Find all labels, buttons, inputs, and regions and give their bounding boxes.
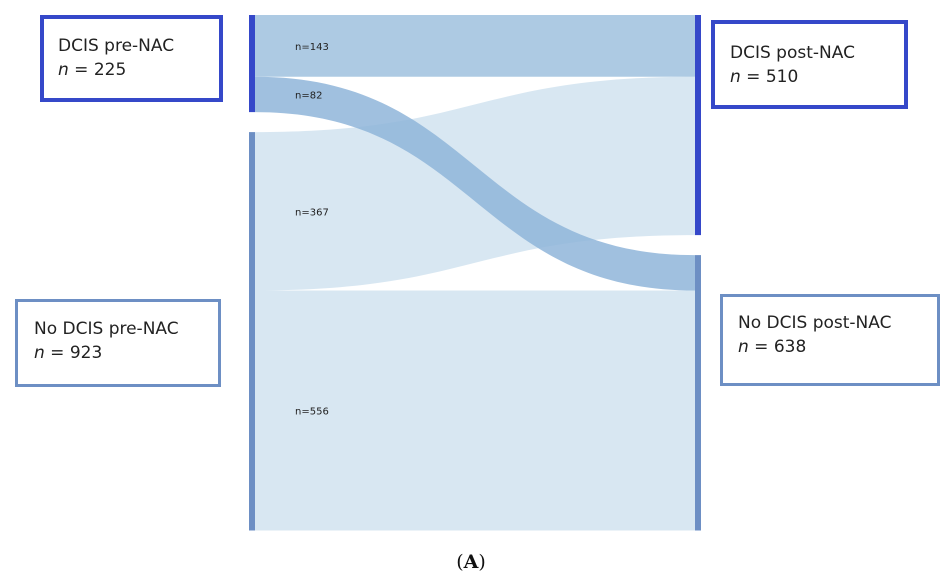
flow-label-n-367: n=367: [295, 207, 329, 218]
node-bars: [249, 15, 701, 531]
flow-label-n-143: n=143: [295, 42, 329, 53]
caption-letter: A: [463, 551, 479, 573]
no-dcis-pre-nac-box: No DCIS pre-NAC n = 923: [15, 299, 221, 387]
dcis-pre-nac-bar: [249, 15, 255, 113]
dcis-pre-nac-count: n = 225: [58, 60, 127, 80]
no-dcis-pre-nac-count: n = 923: [34, 343, 103, 363]
no-dcis-post-nac-count: n = 638: [738, 337, 807, 357]
no-dcis-post-nac-bar: [695, 255, 701, 531]
flow-label-n-82: n=82: [295, 90, 322, 101]
figure-caption: (A): [456, 551, 486, 573]
flow-bands: [255, 15, 695, 531]
no-dcis-pre-nac-bar: [249, 132, 255, 531]
flow-band-n-556: [255, 290, 695, 531]
dcis-pre-nac-box: DCIS pre-NAC n = 225: [40, 15, 223, 102]
dcis-post-nac-title: DCIS post-NAC: [730, 43, 855, 63]
dcis-post-nac-count: n = 510: [730, 67, 799, 87]
dcis-post-nac-box: DCIS post-NAC n = 510: [711, 20, 908, 109]
no-dcis-post-nac-title: No DCIS post-NAC: [738, 313, 892, 333]
flow-band-n-82: [255, 76, 695, 291]
flow-labels: n=143 n=82 n=367 n=556: [295, 42, 329, 418]
dcis-post-nac-bar: [695, 15, 701, 236]
no-dcis-pre-nac-title: No DCIS pre-NAC: [34, 319, 179, 339]
flow-band-n-143: [255, 15, 695, 77]
no-dcis-post-nac-box: No DCIS post-NAC n = 638: [720, 294, 940, 386]
flow-label-n-556: n=556: [295, 407, 329, 418]
dcis-pre-nac-title: DCIS pre-NAC: [58, 36, 175, 56]
